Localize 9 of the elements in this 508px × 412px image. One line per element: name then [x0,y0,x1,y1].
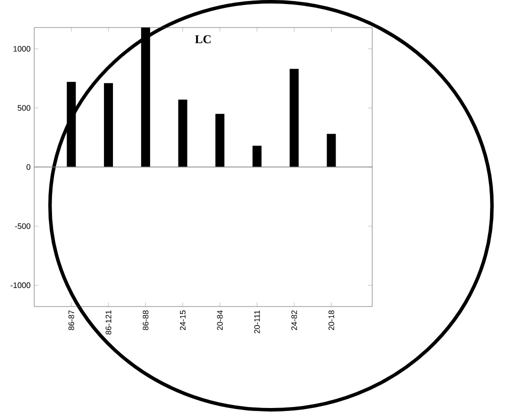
bar [215,114,224,168]
bar [252,146,262,168]
bar [141,28,150,168]
bar [66,82,76,168]
bar [104,83,113,168]
bar [178,100,188,168]
chart-title: LC [195,35,211,44]
bar [290,69,299,168]
bar [326,134,336,168]
